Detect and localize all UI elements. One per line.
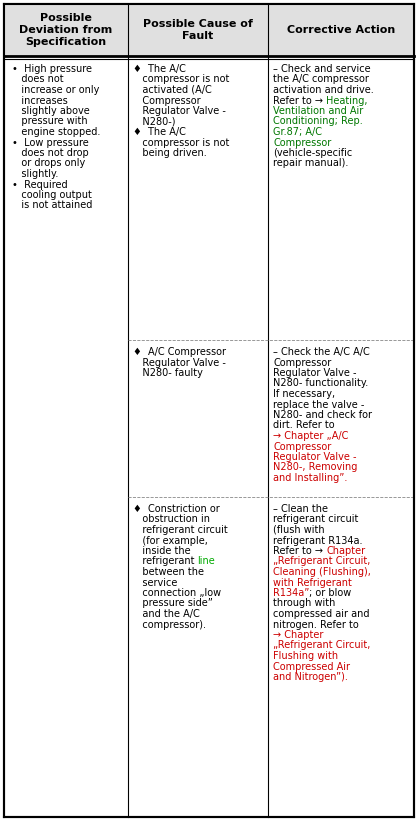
Text: „Refrigerant Circuit,: „Refrigerant Circuit,	[273, 557, 370, 566]
Text: Regulator Valve -: Regulator Valve -	[273, 452, 357, 462]
Text: the A/C compressor: the A/C compressor	[273, 75, 369, 85]
Text: Ventilation and Air: Ventilation and Air	[273, 106, 363, 116]
Text: ♦  The A/C: ♦ The A/C	[133, 127, 186, 137]
Text: increase or only: increase or only	[12, 85, 99, 95]
Text: R134a”: R134a”	[273, 588, 309, 598]
Text: Regulator Valve -: Regulator Valve -	[133, 106, 226, 116]
Text: is not attained: is not attained	[12, 200, 92, 210]
Text: Chapter: Chapter	[326, 546, 365, 556]
Text: and Nitrogen”).: and Nitrogen”).	[273, 672, 348, 682]
Text: Gr.87; A/C: Gr.87; A/C	[273, 127, 322, 137]
Text: Refer to →: Refer to →	[273, 95, 326, 106]
Text: between the: between the	[133, 567, 204, 577]
Text: increases: increases	[12, 95, 68, 106]
Text: pressure side”: pressure side”	[133, 599, 213, 608]
Text: obstruction in: obstruction in	[133, 515, 210, 525]
Text: nitrogen. Refer to: nitrogen. Refer to	[273, 620, 359, 630]
Text: Compressor: Compressor	[273, 442, 331, 452]
Text: Check the A/C A/C: Check the A/C A/C	[281, 347, 370, 357]
Text: Refer to →: Refer to →	[273, 546, 326, 556]
Text: service: service	[133, 577, 177, 588]
Text: slightly.: slightly.	[12, 169, 59, 179]
Text: –: –	[273, 347, 281, 357]
Text: Cleaning (Flushing),: Cleaning (Flushing),	[273, 567, 371, 577]
Text: (flush with: (flush with	[273, 525, 325, 535]
Text: N280-, Removing: N280-, Removing	[273, 462, 357, 473]
Text: → Chapter: → Chapter	[273, 630, 324, 640]
Text: dirt. Refer to: dirt. Refer to	[273, 420, 335, 430]
Text: replace the valve -: replace the valve -	[273, 400, 364, 410]
Text: activated (A/C: activated (A/C	[133, 85, 212, 95]
Text: If necessary,: If necessary,	[273, 389, 335, 399]
Text: •  Required: • Required	[12, 180, 68, 190]
Text: Flushing with: Flushing with	[273, 651, 338, 661]
Text: Regulator Valve -: Regulator Valve -	[273, 368, 357, 378]
Text: Corrective Action: Corrective Action	[287, 25, 395, 35]
Text: compressed air and: compressed air and	[273, 609, 370, 619]
Text: ♦  Constriction or: ♦ Constriction or	[133, 504, 220, 514]
Text: and Installing”.: and Installing”.	[273, 473, 347, 483]
Text: „Refrigerant Circuit,: „Refrigerant Circuit,	[273, 640, 370, 650]
Text: N280-): N280-)	[133, 117, 176, 126]
Text: with Refrigerant: with Refrigerant	[273, 577, 352, 588]
Text: refrigerant R134a.: refrigerant R134a.	[273, 535, 362, 545]
Text: •  Low pressure: • Low pressure	[12, 137, 89, 148]
Text: Clean the: Clean the	[281, 504, 328, 514]
Text: ♦  A/C Compressor: ♦ A/C Compressor	[133, 347, 226, 357]
Text: Compressor: Compressor	[273, 137, 331, 148]
Text: Compressor: Compressor	[133, 95, 201, 106]
Text: (for example,: (for example,	[133, 535, 208, 545]
Text: Heating,: Heating,	[326, 95, 367, 106]
Text: refrigerant circuit: refrigerant circuit	[133, 525, 228, 535]
Text: connection „low: connection „low	[133, 588, 221, 598]
Text: N280- faulty: N280- faulty	[133, 368, 203, 378]
Text: –: –	[273, 504, 281, 514]
Text: refrigerant circuit: refrigerant circuit	[273, 515, 358, 525]
Text: being driven.: being driven.	[133, 148, 207, 158]
Text: Compressor: Compressor	[273, 357, 331, 368]
Text: Regulator Valve -: Regulator Valve -	[133, 357, 226, 368]
Text: ♦  The A/C: ♦ The A/C	[133, 64, 186, 74]
Text: Conditioning; Rep.: Conditioning; Rep.	[273, 117, 363, 126]
Text: Check and service: Check and service	[281, 64, 371, 74]
Text: N280- functionality.: N280- functionality.	[273, 378, 368, 388]
Text: –: –	[273, 64, 281, 74]
Text: activation and drive.: activation and drive.	[273, 85, 374, 95]
Text: does not drop: does not drop	[12, 148, 89, 158]
Text: does not: does not	[12, 75, 64, 85]
Text: Possible Cause of
Fault: Possible Cause of Fault	[143, 19, 253, 41]
Text: pressure with: pressure with	[12, 117, 88, 126]
Text: repair manual).: repair manual).	[273, 158, 348, 168]
Text: engine stopped.: engine stopped.	[12, 127, 100, 137]
Text: Possible
Deviation from
Specification: Possible Deviation from Specification	[19, 13, 112, 47]
Text: N280- and check for: N280- and check for	[273, 410, 372, 420]
Text: Compressed Air: Compressed Air	[273, 662, 350, 672]
Text: or drops only: or drops only	[12, 158, 85, 168]
Text: line: line	[198, 557, 215, 566]
Text: through with: through with	[273, 599, 335, 608]
Text: slightly above: slightly above	[12, 106, 90, 116]
Text: (vehicle-specific: (vehicle-specific	[273, 148, 352, 158]
Bar	[4, 4, 414, 56]
Text: refrigerant: refrigerant	[133, 557, 198, 566]
Text: cooling output: cooling output	[12, 190, 92, 200]
Text: inside the: inside the	[133, 546, 191, 556]
Text: and the A/C: and the A/C	[133, 609, 200, 619]
Text: compressor is not: compressor is not	[133, 137, 229, 148]
Text: compressor).: compressor).	[133, 620, 206, 630]
Text: compressor is not: compressor is not	[133, 75, 229, 85]
Text: → Chapter „A/C: → Chapter „A/C	[273, 431, 348, 441]
Text: •  High pressure: • High pressure	[12, 64, 92, 74]
Text: ; or blow: ; or blow	[309, 588, 352, 598]
